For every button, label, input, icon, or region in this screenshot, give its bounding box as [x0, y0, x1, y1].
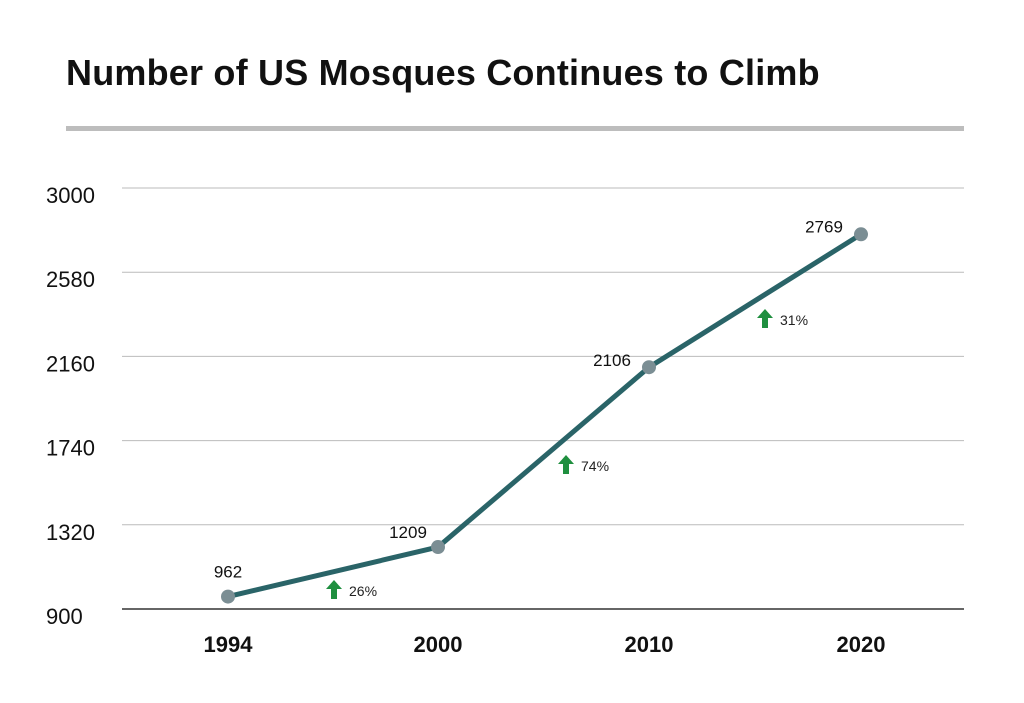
data-point	[642, 360, 656, 375]
data-points	[221, 227, 868, 604]
y-tick-label: 2580	[46, 267, 95, 292]
gridlines	[122, 187, 964, 610]
chart-title: Number of US Mosques Continues to Climb	[66, 52, 820, 93]
y-tick-label: 2160	[46, 351, 95, 376]
data-label: 1209	[389, 523, 427, 542]
series-line	[225, 231, 864, 600]
y-tick-label: 3000	[46, 183, 95, 208]
y-tick-label: 900	[46, 604, 83, 629]
change-label: 26%	[349, 583, 377, 599]
x-tick-label: 2000	[414, 632, 463, 657]
change-label: 74%	[581, 458, 609, 474]
x-axis-ticks: 1994 2000 2010 2020	[204, 632, 886, 657]
data-label: 2769	[805, 217, 843, 236]
data-point	[221, 589, 235, 604]
y-tick-label: 1740	[46, 436, 95, 461]
change-annotations: 26% 74% 31%	[326, 309, 808, 599]
data-point	[854, 227, 868, 242]
x-tick-label: 1994	[204, 632, 254, 657]
x-tick-label: 2020	[837, 632, 886, 657]
x-tick-label: 2010	[625, 632, 674, 657]
y-tick-label: 1320	[46, 520, 95, 545]
up-arrow-icon	[757, 309, 773, 328]
data-point	[431, 540, 445, 555]
data-label: 2106	[593, 351, 631, 370]
data-label: 962	[214, 563, 242, 582]
up-arrow-icon	[558, 455, 574, 474]
data-labels: 962 1209 2106 2769	[214, 217, 843, 581]
title-divider	[66, 126, 964, 131]
change-label: 31%	[780, 312, 808, 328]
series-line-layer	[225, 231, 864, 600]
y-axis-ticks: 900 1320 1740 2160 2580 3000	[46, 183, 95, 629]
up-arrow-icon	[326, 580, 342, 599]
